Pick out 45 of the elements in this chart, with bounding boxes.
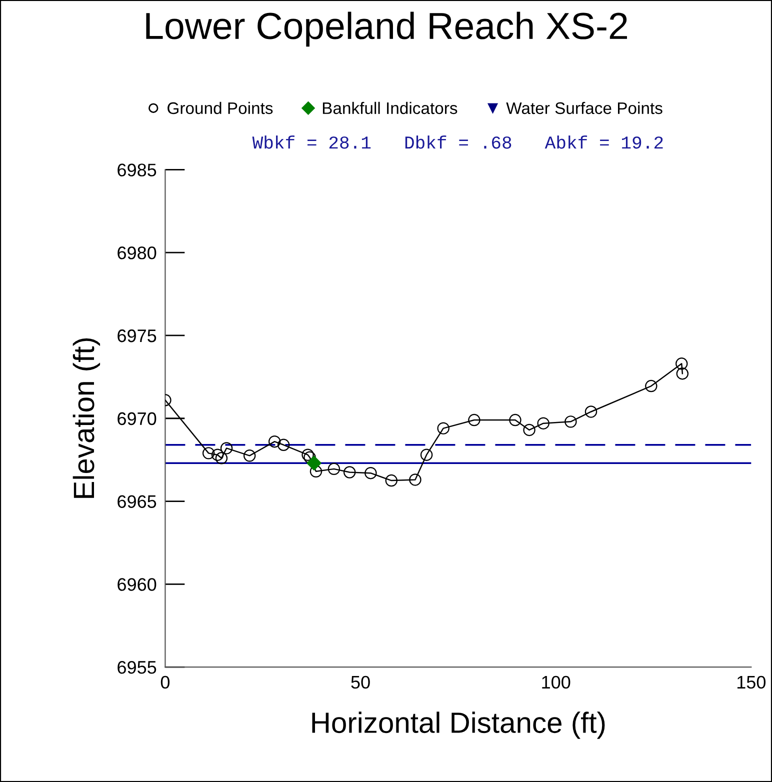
point [364, 466, 377, 480]
point [268, 435, 281, 448]
point [537, 417, 550, 430]
y-tick-label: 6975 [118, 329, 156, 342]
point [220, 442, 233, 454]
legend-label: Water Surface Points [506, 102, 662, 114]
point [343, 466, 356, 478]
point [211, 448, 224, 461]
point [676, 358, 688, 370]
point [645, 380, 658, 392]
x-tick-label: 50 [351, 676, 370, 689]
point [584, 406, 598, 418]
point [509, 414, 522, 426]
point [277, 438, 290, 452]
point [215, 452, 228, 464]
y-tick-label: 6980 [118, 246, 156, 260]
point [676, 368, 689, 380]
y-tick-label: 6955 [118, 660, 156, 674]
point [304, 451, 316, 464]
point [310, 465, 322, 478]
point [202, 447, 215, 460]
x-tick-label: 100 [542, 676, 570, 689]
point [328, 462, 340, 476]
chart-title: Lower Copeland Reach XS-2 [146, 12, 627, 47]
x-axis-title: Horizontal Distance (ft) [312, 712, 605, 739]
y-tick-label: 6970 [118, 412, 156, 426]
point [564, 416, 577, 428]
y-tick-label: 6965 [118, 495, 156, 508]
point [302, 448, 314, 461]
point [409, 474, 422, 486]
y-tick-label: 6960 [118, 578, 156, 591]
legend-label: Ground Points [168, 102, 273, 114]
point [437, 422, 450, 434]
point [385, 474, 398, 487]
point [243, 450, 256, 462]
point [306, 456, 322, 470]
point [468, 414, 480, 426]
point [523, 424, 536, 436]
x-tick-label: 150 [737, 676, 766, 689]
y-axis-title: Elevation (ft) [72, 338, 100, 498]
point [420, 448, 433, 461]
text: Wbkf = 28.1 Dbkf = .68 Abkf = 19.2 [252, 135, 663, 149]
y-tick-label: 6985 [118, 164, 156, 176]
legend-label: Bankfull Indicators [322, 102, 458, 114]
x-tick-label: 0 [160, 676, 170, 689]
